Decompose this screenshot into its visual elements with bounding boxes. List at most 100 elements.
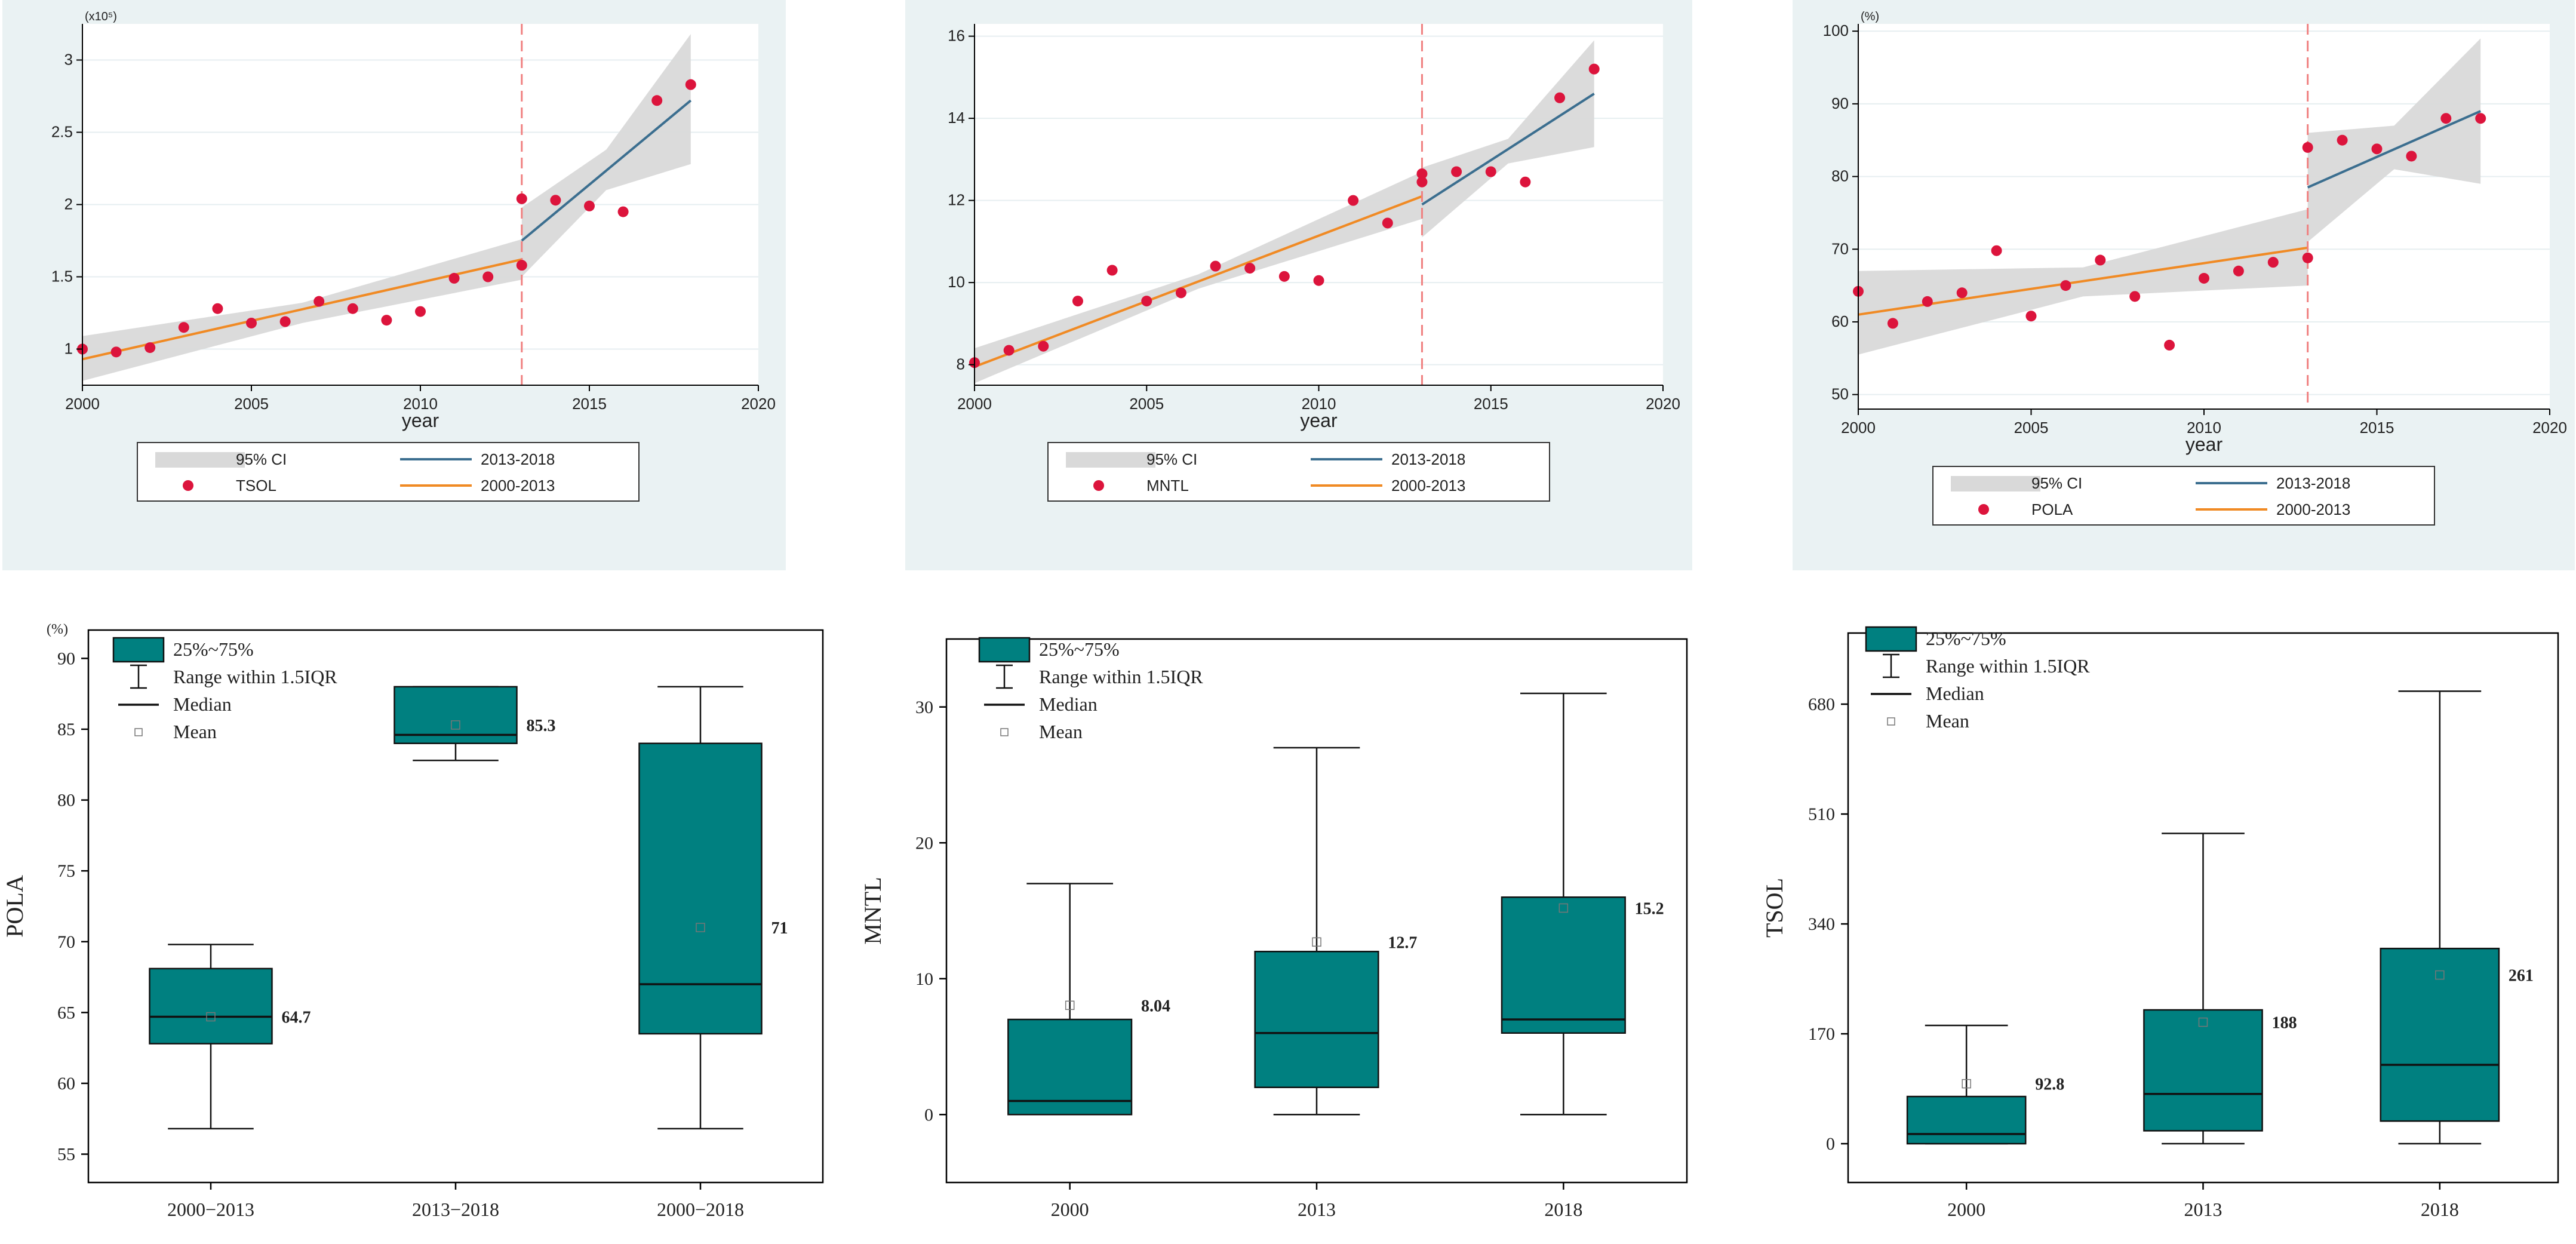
data-point: [2371, 143, 2383, 155]
fit-line-2013-2018: [2307, 110, 2482, 189]
x-tick-label: 2000: [1947, 1199, 1985, 1220]
data-point: [1003, 345, 1015, 356]
legend-label: 25%~75%: [1039, 638, 1120, 660]
data-point: [1278, 271, 1290, 282]
x-tick-label: 2020: [741, 395, 776, 413]
data-point: [110, 346, 122, 358]
data-point: [2060, 280, 2071, 291]
iqr-box: [2380, 947, 2500, 1122]
fit-line-2013-2018: [521, 99, 692, 242]
data-point: [516, 193, 527, 204]
mean-label: 92.8: [2035, 1076, 2064, 1094]
x-tick-label: 2015: [2360, 419, 2394, 437]
data-point: [1348, 195, 1359, 206]
x-tick-label: 2018: [2421, 1199, 2459, 1220]
legend-label: Range within 1.5IQR: [173, 666, 337, 687]
pola_box-panel: 55 60 65 70 75 80 85 90 (%) POLA 2000−2013 2013−201…: [1, 622, 824, 1220]
y-unit-label: (%): [47, 622, 68, 637]
legend-label: POLA: [2031, 500, 2073, 518]
x-tick-label: 2020: [2532, 419, 2567, 437]
data-point: [145, 342, 156, 354]
data-point: [516, 260, 527, 271]
legend-label: 2013-2018: [2276, 474, 2350, 492]
data-point: [617, 206, 629, 217]
data-point: [2302, 252, 2313, 263]
fit-line-2000-2013: [82, 258, 522, 361]
fit-line-2013-2018: [1421, 93, 1595, 206]
data-point: [2025, 311, 2037, 322]
x-tick-label: 2010: [1302, 395, 1336, 413]
x-tick-label: 2000: [1051, 1199, 1089, 1220]
data-point: [2164, 339, 2175, 351]
data-point: [1141, 296, 1152, 307]
data-point: [2199, 272, 2209, 284]
x-tick-label: 2015: [572, 395, 607, 413]
legend-label: 2000-2013: [1391, 477, 1465, 494]
data-point: [651, 95, 663, 106]
box-2: 261: [2380, 690, 2534, 1145]
y-tick-label: 70: [1831, 239, 1849, 257]
y-tick-label: 10: [915, 969, 933, 989]
data-point: [584, 200, 595, 211]
data-point: [1416, 176, 1428, 188]
y-tick-label: 80: [57, 791, 75, 810]
y-tick-label: 20: [915, 833, 933, 853]
x-tick-label: 2010: [2187, 419, 2221, 437]
fit-line-2000-2013: [1858, 246, 2308, 316]
legend-box-swatch: [112, 637, 165, 663]
legend-mean-swatch: [134, 728, 143, 736]
iqr-box: [1501, 896, 1626, 1034]
mean-marker: [206, 1012, 216, 1022]
y-tick-label: 680: [1808, 695, 1835, 714]
mean-label: 64.7: [282, 1009, 311, 1027]
data-point: [313, 296, 325, 307]
data-point: [2475, 113, 2486, 124]
data-point: [2129, 291, 2141, 302]
mean-marker: [451, 720, 460, 730]
box-1: 12.7: [1254, 747, 1417, 1116]
legend: 25%~75% Range within 1.5IQR Median Mean: [1865, 626, 2090, 732]
y-tick-label: 1: [64, 340, 73, 358]
legend: 95% CI 2013-2018 TSOL 2000-2013: [137, 442, 640, 502]
data-point: [1588, 63, 1600, 75]
data-point: [1451, 166, 1462, 177]
legend-mean-swatch: [1887, 717, 1895, 726]
y-tick-label: 90: [57, 649, 75, 668]
mean-label: 261: [2509, 967, 2534, 985]
data-point: [178, 322, 189, 333]
fit-line-2000-2013: [974, 195, 1423, 368]
legend-dot-swatch: [1093, 480, 1104, 491]
x-tick-label: 2018: [1544, 1199, 1582, 1220]
legend-label: Mean: [173, 721, 217, 742]
y-tick-label: 0: [924, 1105, 933, 1125]
x-tick-label: 2010: [403, 395, 438, 413]
y-tick-label: 340: [1808, 914, 1835, 934]
legend-label: 2013-2018: [481, 450, 555, 468]
data-point: [1244, 263, 1256, 274]
mean-label: 12.7: [1388, 933, 1417, 952]
x-tick-label: 2005: [1129, 395, 1164, 413]
x-tick-label: 2005: [234, 395, 269, 413]
data-point: [1485, 166, 1496, 177]
mean-marker: [1962, 1079, 1971, 1089]
mean-marker: [1558, 903, 1569, 913]
legend-label: Median: [1926, 683, 1984, 704]
data-point: [1382, 217, 1393, 229]
ci-band: [975, 171, 1422, 383]
y-tick-label: 10: [948, 273, 965, 291]
box-2: 71: [638, 686, 788, 1130]
data-point: [2406, 150, 2417, 162]
legend: 95% CI 2013-2018 POLA 2000-2013: [1932, 466, 2435, 526]
data-point: [2337, 134, 2348, 146]
legend-label: MNTL: [1146, 477, 1189, 494]
y-multiplier-label: (x10⁵): [85, 10, 117, 23]
data-point: [415, 306, 426, 317]
data-point: [246, 317, 257, 328]
data-point: [1520, 176, 1531, 188]
box-0: 8.04: [1007, 883, 1170, 1116]
pola_trend-panel: 50 60 70 80 90 100 2000 2005 2010 2015 2020 (%) year…: [1793, 0, 2575, 570]
data-point: [381, 315, 392, 326]
y-tick-label: 0: [1826, 1134, 1835, 1154]
mean-label: 71: [771, 919, 788, 938]
